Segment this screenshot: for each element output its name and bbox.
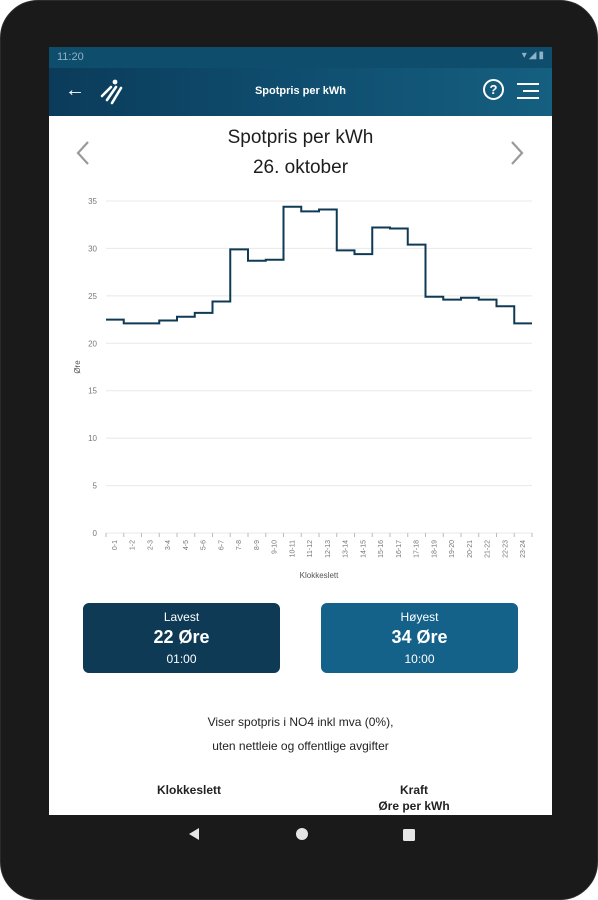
status-bar: 11:20 ▾◢▮ <box>49 47 552 68</box>
x-tick-label: 2-3 <box>147 540 154 550</box>
x-tick-label: 17-18 <box>414 540 421 558</box>
android-nav-bar <box>49 815 552 855</box>
page-date: 26. oktober <box>252 157 349 178</box>
x-tick-label: 12-13 <box>325 540 332 558</box>
screen: 11:20 ▾◢▮ ← Spotpris per kWh ? <box>49 47 552 815</box>
x-tick-label: 22-23 <box>502 540 509 558</box>
x-tick-label: 18-19 <box>431 540 438 558</box>
highest-value: 34 Øre <box>391 627 448 647</box>
nav-back-icon[interactable] <box>187 827 201 846</box>
y-axis-label: Øre <box>73 360 82 374</box>
status-time: 11:20 <box>57 51 84 63</box>
highest-label: Høyest <box>400 610 439 624</box>
x-tick-label: 3-4 <box>165 540 172 550</box>
x-tick-label: 7-8 <box>236 540 243 550</box>
lowest-value: 22 Øre <box>153 627 210 647</box>
y-tick-label: 0 <box>93 529 98 538</box>
x-tick-label: 15-16 <box>378 540 385 558</box>
x-tick-label: 1-2 <box>130 540 137 550</box>
x-tick-label: 14-15 <box>360 540 367 558</box>
y-tick-label: 10 <box>88 434 97 443</box>
price-step-line <box>106 205 532 325</box>
highest-price-card: Høyest 34 Øre 10:00 <box>321 603 518 673</box>
x-tick-label: 5-6 <box>201 540 208 550</box>
lowest-label: Lavest <box>163 610 200 624</box>
price-chart: 0 5 10 15 20 25 30 35 Øre 0-1 1-2 2-3 3-4 4-5 5-6 6-7 7-… <box>73 197 533 580</box>
x-tick-label: 10-11 <box>289 540 296 557</box>
info-line-1: Viser spotpris i NO4 inkl mva (0%), <box>207 715 394 729</box>
app-bar: ← Spotpris per kWh ? <box>49 68 552 116</box>
y-tick-label: 30 <box>88 244 97 253</box>
x-tick-label: 23-24 <box>520 540 527 558</box>
y-tick-label: 5 <box>93 482 98 491</box>
chevron-left-icon[interactable] <box>73 139 93 172</box>
status-icons: ▾◢▮ <box>521 50 546 61</box>
x-tick-label: 6-7 <box>218 540 225 550</box>
x-tick-label: 11-12 <box>307 540 314 557</box>
app-logo-icon <box>99 79 125 110</box>
x-tick-label: 13-14 <box>343 540 350 558</box>
x-tick-label: 16-17 <box>396 540 403 558</box>
x-tick-label: 8-9 <box>254 540 261 550</box>
column-header-power: Kraft Øre per kWh <box>364 783 464 813</box>
x-tick-label: 0-1 <box>112 540 119 550</box>
info-line-2: uten nettleie og offentlige avgifter <box>212 739 389 753</box>
arrow-left-icon[interactable]: ← <box>65 79 85 101</box>
column-header-power-unit: Øre per kWh <box>378 799 450 813</box>
y-tick-label: 15 <box>88 387 97 396</box>
nav-home-icon[interactable] <box>295 827 309 846</box>
lowest-time: 01:00 <box>166 652 197 666</box>
x-tick-label: 21-22 <box>485 540 492 558</box>
x-tick-label: 4-5 <box>183 540 190 550</box>
chevron-right-icon[interactable] <box>507 139 527 172</box>
page-title: Spotpris per kWh <box>227 127 374 148</box>
x-tick-label: 19-20 <box>449 540 456 558</box>
x-axis-label: Klokkeslett <box>300 571 339 580</box>
y-tick-label: 20 <box>88 339 97 348</box>
lowest-price-card: Lavest 22 Øre 01:00 <box>83 603 280 673</box>
y-tick-label: 35 <box>88 197 97 206</box>
column-header-power-label: Kraft <box>399 783 428 797</box>
highest-time: 10:00 <box>404 652 435 666</box>
app-bar-title: Spotpris per kWh <box>254 85 347 97</box>
menu-icon[interactable] <box>515 82 541 105</box>
y-tick-label: 25 <box>88 292 97 301</box>
x-tick-label: 9-10 <box>272 540 279 554</box>
column-header-time: Klokkeslett <box>156 783 222 797</box>
help-circle-icon[interactable]: ? <box>483 79 504 100</box>
x-tick-label: 20-21 <box>467 540 474 558</box>
nav-recents-icon[interactable] <box>403 828 415 846</box>
